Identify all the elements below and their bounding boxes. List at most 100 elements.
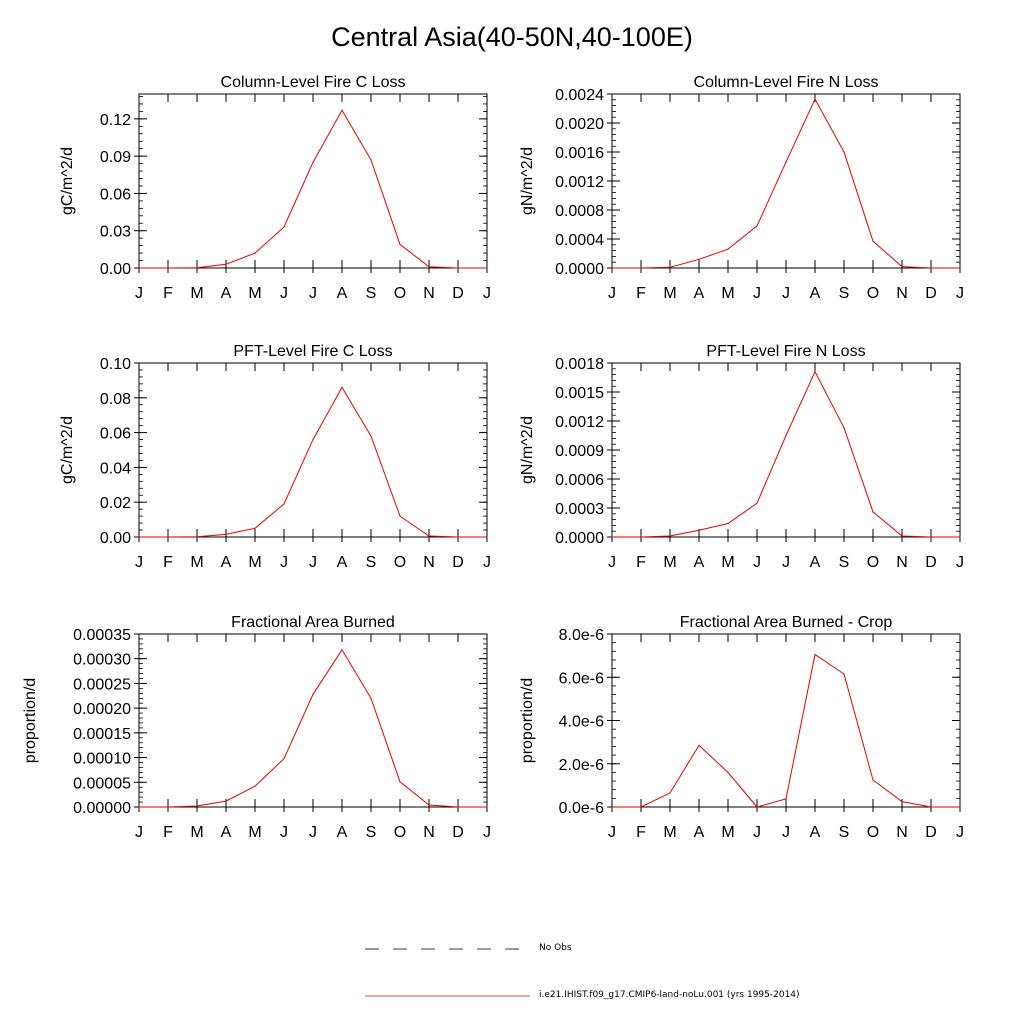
x-tick-label: S — [366, 554, 377, 571]
x-tick-label: J — [782, 554, 790, 571]
data-point — [727, 248, 729, 250]
x-tick-label: J — [483, 554, 491, 571]
data-point — [727, 522, 729, 525]
x-tick-label: M — [663, 824, 676, 841]
chart-1: Column-Level Fire C Loss gC/m^2/d 0.00 0.03… — [59, 74, 491, 302]
data-point — [428, 266, 430, 268]
y-tick-label: 0.00020 — [73, 701, 131, 718]
data-point — [399, 515, 401, 517]
x-tick-label: A — [810, 285, 821, 302]
data-point — [428, 804, 430, 806]
data-point — [901, 265, 903, 268]
x-tick-label: M — [721, 824, 734, 841]
series-line-model — [139, 648, 487, 808]
x-tick-label: M — [190, 285, 203, 302]
y-tick-label: 0.10 — [100, 356, 131, 373]
x-tick-label: O — [867, 824, 879, 841]
y-axis-label: gC/m^2/d — [59, 416, 76, 484]
plot-frame — [611, 93, 961, 269]
data-point — [399, 243, 401, 245]
x-tick-label: J — [753, 554, 761, 571]
data-point — [167, 806, 169, 808]
data-point — [138, 267, 140, 269]
data-point — [843, 427, 845, 429]
data-point — [138, 806, 140, 808]
x-tick-label: J — [956, 285, 964, 302]
x-tick-label: N — [423, 824, 435, 841]
series-line-model — [612, 653, 960, 808]
y-tick-label: 0.0024 — [555, 87, 604, 104]
x-tick-label: A — [810, 824, 821, 841]
x-tick-label: J — [135, 285, 143, 302]
y-tick-label: 0.00015 — [73, 726, 131, 743]
y-tick-label: 0.0009 — [555, 443, 604, 460]
data-point — [611, 536, 613, 538]
data-point — [167, 267, 169, 269]
x-tick-label: J — [956, 824, 964, 841]
x-tick-label: M — [721, 285, 734, 302]
data-point — [930, 806, 932, 808]
data-point — [669, 535, 671, 537]
x-tick-label: F — [163, 824, 173, 841]
data-point — [901, 535, 903, 537]
data-point — [341, 109, 343, 111]
y-tick-label: 0.0015 — [555, 385, 604, 402]
y-tick-label: 0.0018 — [555, 356, 604, 373]
x-tick-label: A — [337, 554, 348, 571]
x-tick-label: D — [452, 554, 464, 571]
x-tick-label: S — [839, 824, 850, 841]
x-tick-label: J — [753, 285, 761, 302]
x-tick-label: M — [190, 554, 203, 571]
data-point — [312, 438, 314, 441]
x-tick-label: O — [394, 285, 406, 302]
plot-frame — [611, 362, 961, 538]
plot-frame — [138, 93, 488, 269]
y-tick-label: 0.0012 — [555, 174, 604, 191]
data-point — [312, 161, 314, 163]
x-tick-label: J — [280, 554, 288, 571]
data-point — [312, 693, 314, 695]
y-axis-label: proportion/d — [519, 678, 536, 763]
series-line-model — [612, 370, 960, 538]
data-point — [872, 511, 874, 513]
x-tick-label: S — [366, 824, 377, 841]
y-tick-label: 0.00 — [100, 530, 131, 547]
x-tick-label: D — [925, 824, 937, 841]
data-point — [640, 267, 642, 269]
x-tick-label: J — [608, 554, 616, 571]
data-point — [814, 371, 816, 373]
x-tick-label: D — [452, 285, 464, 302]
data-point — [196, 805, 198, 807]
x-tick-label: F — [163, 285, 173, 302]
y-tick-label: 0.06 — [100, 186, 131, 203]
data-point — [640, 806, 642, 808]
x-tick-label: J — [309, 285, 317, 302]
x-tick-label: D — [925, 285, 937, 302]
data-point — [370, 435, 372, 437]
x-tick-label: N — [423, 554, 435, 571]
data-point — [254, 785, 256, 787]
x-tick-label: N — [896, 824, 908, 841]
data-point — [756, 225, 758, 227]
data-point — [457, 806, 459, 808]
data-point — [930, 267, 932, 269]
x-tick-label: J — [782, 824, 790, 841]
x-tick-label: D — [925, 554, 937, 571]
y-tick-label: 0.0006 — [555, 472, 604, 489]
x-tick-label: M — [248, 285, 261, 302]
data-point — [959, 536, 961, 538]
y-tick-label: 0.0004 — [555, 232, 604, 249]
data-point — [196, 536, 198, 538]
data-point — [785, 434, 787, 437]
y-tick-label: 0.0020 — [555, 116, 604, 133]
x-tick-label: M — [663, 285, 676, 302]
x-tick-label: A — [337, 824, 348, 841]
y-tick-label: 0.0000 — [555, 530, 604, 547]
data-point — [283, 226, 285, 228]
y-tick-label: 0.00000 — [73, 800, 131, 817]
x-tick-label: S — [839, 285, 850, 302]
series-line-model — [139, 109, 487, 269]
x-tick-label: A — [221, 554, 232, 571]
x-tick-label: N — [896, 554, 908, 571]
